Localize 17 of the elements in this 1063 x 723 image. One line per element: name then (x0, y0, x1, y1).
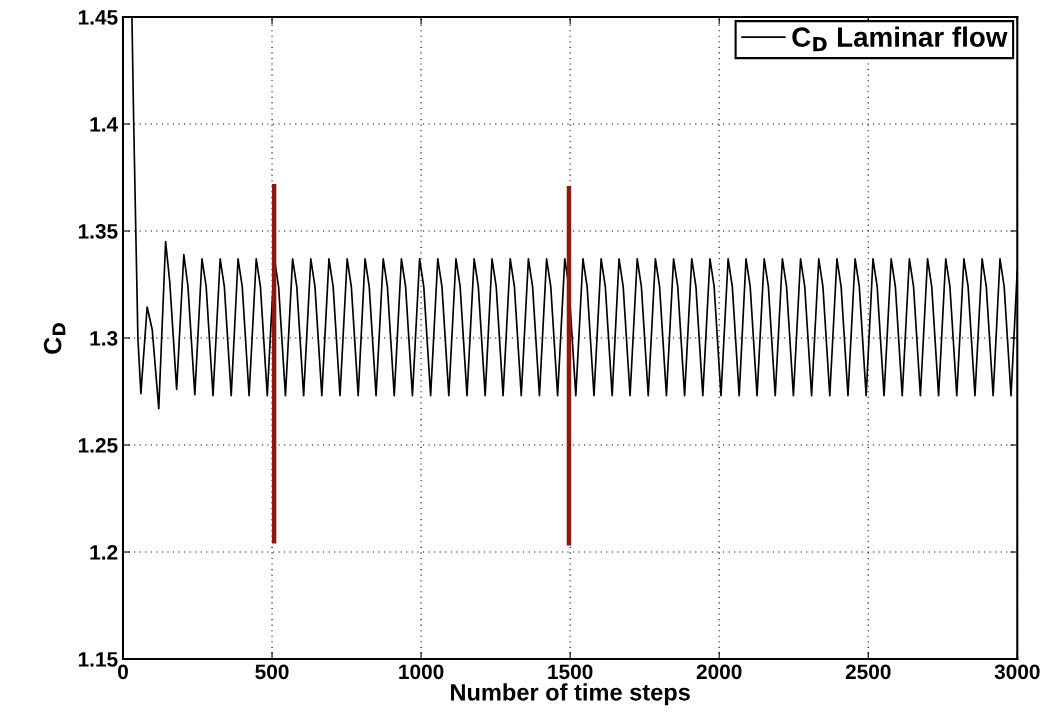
x-tick-label: 1000 (399, 664, 444, 680)
y-tick-label: 1.25 (78, 438, 118, 453)
y-tick-label: 1.4 (90, 117, 119, 132)
legend-label: C$_{D}$ Laminar flow (792, 26, 1008, 52)
y-axis-title: C$_{D}$ (43, 322, 66, 354)
x-tick-label: 2000 (696, 664, 742, 680)
x-tick-label: 500 (255, 664, 289, 680)
x-tick-label: 3000 (994, 664, 1040, 680)
x-axis-title: Number of time steps (451, 683, 690, 706)
y-tick-label: 1.35 (78, 224, 118, 239)
y-tick-label: 1.15 (78, 652, 118, 667)
x-tick-label: 2500 (845, 664, 891, 680)
x-tick-label: 1500 (548, 664, 593, 680)
y-tick-label: 1.45 (78, 10, 118, 25)
x-tick-label: 0 (118, 664, 128, 680)
y-tick-label: 1.3 (90, 331, 118, 346)
y-tick-label: 1.2 (90, 545, 118, 560)
